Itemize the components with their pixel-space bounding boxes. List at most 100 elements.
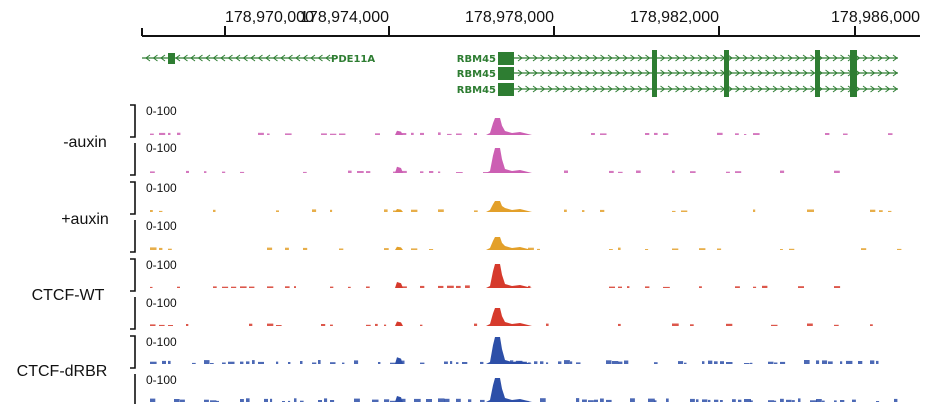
signal-bin	[462, 362, 468, 364]
signal-bin	[540, 398, 546, 402]
strand-chevron	[622, 54, 628, 62]
signal-bin	[159, 324, 165, 326]
signal-bin	[699, 248, 706, 250]
signal-bin	[612, 361, 619, 364]
strand-chevron	[885, 54, 891, 62]
signal-bin	[288, 400, 291, 402]
strand-chevron	[892, 54, 898, 62]
signal-bin	[735, 171, 742, 173]
strand-chevron	[532, 69, 538, 77]
strand-chevron	[585, 54, 591, 62]
signal-bin	[780, 361, 786, 364]
signal-bin	[447, 285, 454, 288]
signal-bin	[348, 170, 352, 173]
signal-bin	[600, 209, 605, 212]
strand-chevron	[877, 54, 883, 62]
strand-chevron	[562, 69, 568, 77]
signal-bin	[618, 361, 623, 364]
signal-bin	[768, 400, 775, 402]
signal-bin	[240, 171, 245, 173]
signal-bin	[690, 398, 695, 402]
signal-bin	[276, 325, 282, 326]
gene-pde11a[interactable]: PDE11A	[142, 53, 375, 65]
signal-bin	[300, 361, 303, 364]
signal-bin	[228, 361, 235, 364]
strand-chevron	[810, 85, 816, 93]
signal-bin	[861, 248, 867, 250]
track-scale: 0-100	[146, 296, 177, 310]
signal-bin	[390, 400, 397, 402]
strand-chevron	[765, 54, 771, 62]
signal-track	[150, 118, 893, 135]
signal-bin	[672, 170, 675, 173]
coordinate-axis: 178,970,000 178,974,000 178,978,000 178,…	[141, 9, 920, 37]
signal-bin	[528, 285, 531, 288]
strand-chevron	[645, 54, 651, 62]
strand-chevron	[795, 54, 801, 62]
signal-bin	[354, 398, 360, 402]
signal-bin	[600, 398, 604, 402]
signal-bin	[879, 210, 883, 212]
signal-bin	[456, 398, 461, 402]
strand-chevron	[547, 69, 553, 77]
strand-chevron	[540, 85, 546, 93]
signal-bin	[540, 361, 544, 364]
gene-rbm45-2[interactable]: RBM45	[457, 65, 898, 81]
signal-bin	[426, 399, 432, 402]
strand-chevron	[525, 85, 531, 93]
track-scale: 0-100	[146, 141, 177, 155]
signal-bin	[180, 399, 185, 402]
signal-bin	[654, 132, 658, 135]
signal-peak	[486, 118, 532, 135]
axis-tick: 178,978,000	[465, 9, 555, 36]
signal-bin	[570, 361, 573, 364]
signal-bin	[744, 399, 751, 402]
strand-chevron	[825, 85, 831, 93]
signal-bin	[222, 286, 229, 288]
signal-bin	[834, 324, 839, 326]
signal-bin	[375, 323, 378, 326]
strand-chevron	[742, 54, 748, 62]
signal-bin	[726, 171, 730, 173]
gene-label-rbm45: RBM45	[457, 85, 496, 96]
signal-bin	[285, 247, 289, 250]
strand-chevron	[532, 54, 538, 62]
axis-tick-label: 178,978,000	[465, 9, 554, 26]
signal-bin	[483, 172, 488, 173]
strand-chevron	[727, 54, 733, 62]
track-scale: 0-100	[146, 219, 177, 233]
signal-bin	[447, 133, 452, 135]
track-group-plus-auxin: +auxin 0-100 0-100	[61, 181, 902, 253]
gene-label-rbm45: RBM45	[457, 69, 496, 80]
signal-bin	[150, 210, 153, 212]
strand-chevron	[265, 54, 271, 62]
signal-bin	[258, 132, 264, 135]
signal-bin	[384, 209, 388, 212]
strand-chevron	[742, 69, 748, 77]
signal-bin	[624, 360, 629, 364]
signal-bin	[456, 362, 459, 364]
signal-bin	[468, 399, 472, 402]
strand-chevron	[630, 69, 636, 77]
signal-bin	[822, 400, 825, 402]
gene-rbm45-1[interactable]: RBM45	[457, 50, 898, 66]
signal-bin	[330, 324, 333, 326]
gene-rbm45-3[interactable]: RBM45	[457, 81, 898, 97]
strand-chevron	[675, 54, 681, 62]
signal-tracks: -auxin 0-100 0-100 +auxin 0-100 0-100 CT…	[17, 104, 902, 404]
signal-bin	[534, 361, 538, 364]
strand-chevron	[892, 69, 898, 77]
signal-bin	[420, 324, 423, 326]
signal-bin	[402, 398, 406, 402]
strand-chevron	[145, 54, 151, 62]
signal-bin	[312, 209, 317, 212]
strand-chevron	[272, 54, 278, 62]
strand-chevron	[787, 54, 793, 62]
strand-chevron	[870, 69, 876, 77]
strand-chevron	[235, 54, 241, 62]
strand-chevron	[825, 69, 831, 77]
strand-chevron	[885, 85, 891, 93]
strand-chevron	[607, 54, 613, 62]
strand-chevron	[787, 69, 793, 77]
signal-bump	[395, 166, 403, 173]
